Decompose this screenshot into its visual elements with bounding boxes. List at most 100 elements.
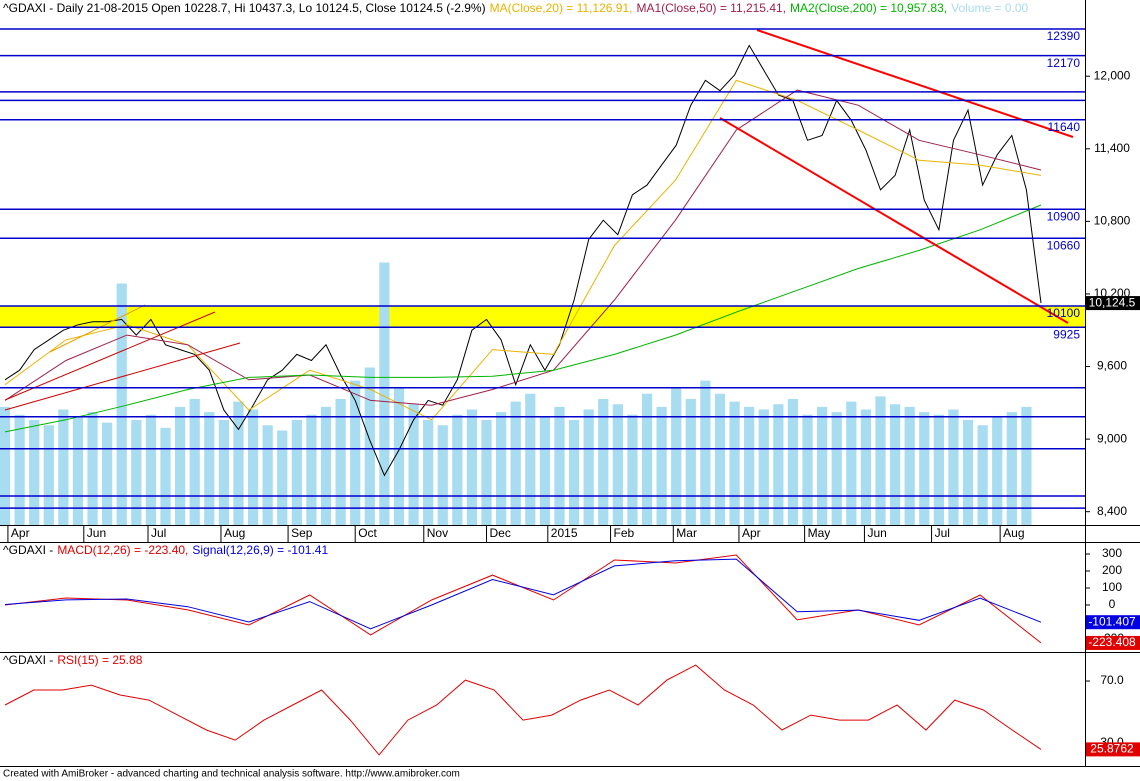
- x-tick-label: Mar: [676, 526, 697, 540]
- volume-bar: [612, 404, 623, 525]
- y-tick-label: 10,800: [1094, 214, 1131, 228]
- x-tick-label: Jul: [151, 526, 166, 540]
- volume-bar: [481, 420, 492, 525]
- x-tick-label: Sep: [291, 526, 313, 540]
- last-value-label: -101.407: [1088, 614, 1136, 628]
- volume-bar: [598, 399, 609, 525]
- level-label: 12170: [1047, 56, 1081, 70]
- volume-bar: [218, 420, 229, 525]
- volume-bar: [700, 380, 711, 525]
- y-tick-label: 0: [1109, 597, 1116, 611]
- x-tick-label: Dec: [490, 526, 511, 540]
- panel-header: ^GDAXI - RSI(15) = 25.88: [3, 653, 143, 667]
- volume-bar: [291, 420, 302, 525]
- series-line: [4, 664, 1042, 756]
- volume-bar: [320, 406, 332, 525]
- volume-bar: [627, 414, 638, 525]
- legend-entry: RSI(15) = 25.88: [57, 653, 142, 667]
- volume-bar: [423, 420, 434, 525]
- volume-bar: [583, 409, 594, 525]
- volume-bar: [452, 414, 463, 525]
- volume-bar: [102, 422, 113, 525]
- volume-bar: [714, 393, 726, 525]
- volume-bar: [29, 420, 40, 525]
- volume-bar: [1021, 406, 1032, 525]
- last-value-label: 25.8762: [1090, 742, 1134, 756]
- volume-bar: [189, 399, 200, 525]
- x-tick-label: Apr: [11, 526, 30, 540]
- volume-bar: [174, 406, 186, 525]
- volume-bar: [379, 262, 390, 525]
- tag-layer: ^GDAXI - Daily 21-08-2015 Open 10228.7, …: [3, 1, 1140, 757]
- volume-bar: [758, 409, 769, 525]
- level-label: 10660: [1047, 238, 1081, 252]
- back-layer: [0, 262, 1085, 525]
- legend-entry: MA2(Close,200) = 10,957.83,: [790, 1, 947, 15]
- y-tick-label: 100: [1102, 580, 1122, 594]
- legend-entry: MA1(Close,50) = 11,215.41,: [636, 1, 786, 15]
- y-tick-label: 300: [1102, 546, 1122, 560]
- volume-bar: [247, 409, 259, 525]
- volume-bar: [889, 404, 901, 525]
- volume-bar: [204, 412, 215, 525]
- volume-bar: [525, 393, 536, 525]
- volume-bar: [773, 404, 784, 525]
- volume-bar: [802, 414, 813, 525]
- legend-entry: Volume = 0.00: [951, 1, 1028, 15]
- x-tick-label: Nov: [427, 526, 448, 540]
- volume-bar: [919, 412, 930, 525]
- x-tick-label: Aug: [224, 526, 245, 540]
- volume-bar: [992, 417, 1003, 525]
- last-value-tag: [1086, 615, 1140, 630]
- trendline: [49, 304, 146, 353]
- volume-bar: [393, 388, 405, 525]
- volume-bar: [306, 414, 317, 525]
- last-value-tag: [1086, 742, 1140, 757]
- volume-bar: [87, 412, 98, 525]
- legend-entry: Signal(12,26,9) = -101.41: [192, 543, 328, 557]
- volume-bar: [568, 420, 580, 525]
- x-tick-label: Apr: [742, 526, 761, 540]
- volume-bar: [145, 414, 157, 525]
- volume-bar: [817, 406, 828, 525]
- panel-header: ^GDAXI - MACD(12,26) = -223.40, Signal(12,…: [3, 543, 328, 557]
- volume-bar: [43, 425, 54, 525]
- volume-bar: [262, 425, 273, 525]
- series-line: [4, 79, 1042, 421]
- legend-entry: MA(Close,20) = 11,126.91,: [490, 1, 633, 15]
- volume-bar: [656, 406, 667, 525]
- last-value-tag: [1086, 296, 1140, 311]
- line-layer: [4, 44, 1042, 756]
- y-tick-label: 200: [1102, 563, 1122, 577]
- volume-bar: [554, 406, 565, 525]
- volume-bar: [496, 412, 507, 525]
- volume-bar: [977, 425, 988, 525]
- volume-bar: [466, 409, 478, 525]
- volume-bar: [539, 417, 550, 525]
- last-value-tag: [1086, 635, 1140, 650]
- legend-entry: ^GDAXI - Daily 21-08-2015 Open 10228.7, …: [3, 1, 486, 15]
- volume-bar: [160, 427, 171, 525]
- x-tick-label: 2015: [551, 526, 578, 540]
- trendline: [4, 342, 241, 411]
- y-tick-label: 9,600: [1097, 359, 1127, 373]
- last-value-label: -223.408: [1088, 635, 1136, 649]
- volume-bar: [437, 425, 448, 525]
- volume-bar: [335, 399, 346, 525]
- volume-bar: [846, 401, 857, 525]
- volume-bar: [729, 401, 740, 525]
- header-title: ^GDAXI -: [3, 653, 53, 667]
- series-line: [4, 89, 1042, 406]
- volume-bar: [860, 409, 872, 525]
- y-tick-label: 12,000: [1094, 68, 1131, 82]
- volume-bar: [875, 396, 886, 525]
- level-label: 9925: [1053, 327, 1080, 341]
- volume-bar: [641, 393, 653, 525]
- series-line: [4, 44, 1042, 477]
- level-label: 10100: [1047, 306, 1081, 320]
- x-tick-label: Jun: [867, 526, 886, 540]
- volume-bar: [233, 401, 244, 525]
- legend-entry: MACD(12,26) = -223.40,: [57, 543, 188, 557]
